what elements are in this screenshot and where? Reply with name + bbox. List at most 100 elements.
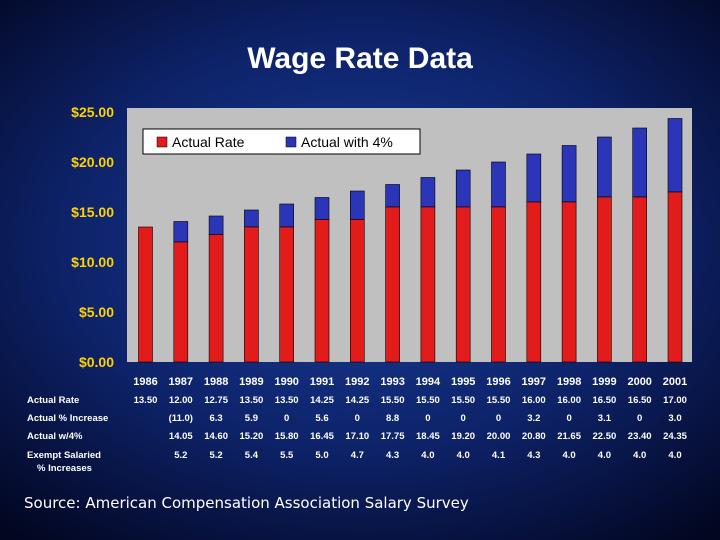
legend-box xyxy=(142,128,421,155)
table-cell: 0 xyxy=(354,413,360,424)
bar-with4-1992 xyxy=(349,190,365,220)
source-note: Source: American Compensation Associatio… xyxy=(24,494,469,512)
table-cell: 18.45 xyxy=(416,431,440,442)
x-tick-label: 1995 xyxy=(451,376,475,388)
table-cell: 14.60 xyxy=(204,431,228,442)
table-cell: 23.40 xyxy=(627,431,652,442)
table-cell: 15.50 xyxy=(451,395,476,406)
table-cell: 4.0 xyxy=(597,450,611,461)
table-cell: 15.50 xyxy=(380,395,405,406)
table-cell: 13.50 xyxy=(133,395,158,406)
table-cell: 4.0 xyxy=(668,450,682,461)
x-tick-label: 1992 xyxy=(345,376,369,388)
table-cell: 5.6 xyxy=(315,413,329,424)
table-cell: 19.20 xyxy=(451,431,476,442)
x-tick-label: 1994 xyxy=(416,376,441,388)
table-cell: 4.7 xyxy=(350,450,364,461)
table-cell: 5.0 xyxy=(315,450,329,461)
bar-actual-1994 xyxy=(420,206,436,363)
table-cell: 14.05 xyxy=(168,431,193,442)
table-cell: 6.3 xyxy=(209,413,223,424)
table-cell: 4.0 xyxy=(421,450,435,461)
bar-with4-1987 xyxy=(173,221,189,243)
y-tick-label: $5.00 xyxy=(79,304,114,320)
table-cell: 17.10 xyxy=(345,431,370,442)
bar-with4-1995 xyxy=(455,169,471,208)
bar-actual-1993 xyxy=(385,206,400,363)
bar-actual-1987 xyxy=(173,241,189,363)
bar-with4-1998 xyxy=(561,145,577,203)
table-cell: 3.1 xyxy=(597,413,611,424)
bar-with4-2000 xyxy=(632,127,648,198)
table-cell: 4.3 xyxy=(527,450,541,461)
x-tick-label: 2000 xyxy=(627,376,651,388)
table-cell: 21.65 xyxy=(557,431,581,442)
table-row-label: Actual w/4% xyxy=(27,431,83,442)
bar-actual-1988 xyxy=(208,234,224,363)
bar-with4-1996 xyxy=(491,161,506,208)
table-cell: 0 xyxy=(495,413,502,424)
x-tick-label: 1990 xyxy=(274,376,298,388)
legend-label-actual: Actual Rate xyxy=(172,134,245,150)
table-cell: 5.5 xyxy=(280,450,294,461)
table-cell: 17.00 xyxy=(663,395,687,406)
legend-label-with4: Actual with 4% xyxy=(301,134,393,150)
x-tick-label: 1996 xyxy=(486,376,510,388)
table-cell: 0 xyxy=(284,413,290,424)
bar-with4-1988 xyxy=(208,215,224,235)
slide-title: Wage Rate Data xyxy=(247,42,473,75)
table-cell: 16.50 xyxy=(592,395,617,406)
bar-actual-1996 xyxy=(491,206,506,363)
y-tick-label: $0.00 xyxy=(79,354,114,370)
bar-with4-1990 xyxy=(279,203,295,228)
table-cell: 17.75 xyxy=(380,431,405,442)
x-tick-label: 2001 xyxy=(663,376,687,388)
table-cell: 15.20 xyxy=(239,431,264,442)
table-cell: 4.3 xyxy=(385,450,400,461)
table-cell: 5.2 xyxy=(174,450,188,461)
table-cell: 0 xyxy=(566,413,572,424)
bar-with4-1993 xyxy=(385,184,400,208)
table-cell: 8.8 xyxy=(385,413,400,424)
table-cell: 4.1 xyxy=(491,450,506,461)
bar-with4-2001 xyxy=(667,118,683,193)
x-tick-label: 1999 xyxy=(592,376,616,388)
table-cell: 13.50 xyxy=(239,395,264,406)
table-cell: 0 xyxy=(460,413,466,424)
table-cell: 16.50 xyxy=(627,395,652,406)
bar-actual-1998 xyxy=(561,201,577,363)
bar-with4-1991 xyxy=(314,197,330,220)
table-cell: 3.0 xyxy=(668,413,682,424)
bar-actual-1991 xyxy=(314,219,330,363)
table-cell: (11.0) xyxy=(168,413,193,424)
table-cell: 5.4 xyxy=(244,450,258,461)
table-cell: 13.50 xyxy=(274,395,299,406)
bar-actual-1986 xyxy=(138,226,153,363)
table-cell: 3.2 xyxy=(527,413,541,424)
x-tick-label: 1986 xyxy=(133,376,157,388)
table-cell: 22.50 xyxy=(592,431,617,442)
bar-actual-2000 xyxy=(632,196,648,363)
table-row-label: Exempt Salaried xyxy=(27,450,101,461)
table-cell: 16.45 xyxy=(310,431,334,442)
table-cell: 15.80 xyxy=(274,431,299,442)
table-cell: 12.75 xyxy=(204,395,228,406)
table-cell: 15.50 xyxy=(486,395,511,406)
bar-with4-1989 xyxy=(244,209,259,228)
table-cell: 20.80 xyxy=(521,431,546,442)
table-row-label: Actual Rate xyxy=(27,395,80,406)
table-row-label-cont: % Increases xyxy=(37,463,92,474)
bar-with4-1994 xyxy=(420,177,436,208)
x-tick-label: 1998 xyxy=(557,376,581,388)
y-tick-label: $20.00 xyxy=(71,154,114,170)
table-cell: 4.0 xyxy=(633,450,647,461)
table-cell: 0 xyxy=(637,413,643,424)
bar-actual-1992 xyxy=(349,219,365,363)
y-tick-label: $15.00 xyxy=(71,204,114,220)
x-tick-label: 1997 xyxy=(522,376,546,388)
table-cell: 4.0 xyxy=(456,450,470,461)
bar-actual-1999 xyxy=(597,196,612,363)
bar-actual-1990 xyxy=(279,226,295,363)
bar-actual-1997 xyxy=(526,201,542,363)
legend-swatch-with4 xyxy=(285,136,297,148)
